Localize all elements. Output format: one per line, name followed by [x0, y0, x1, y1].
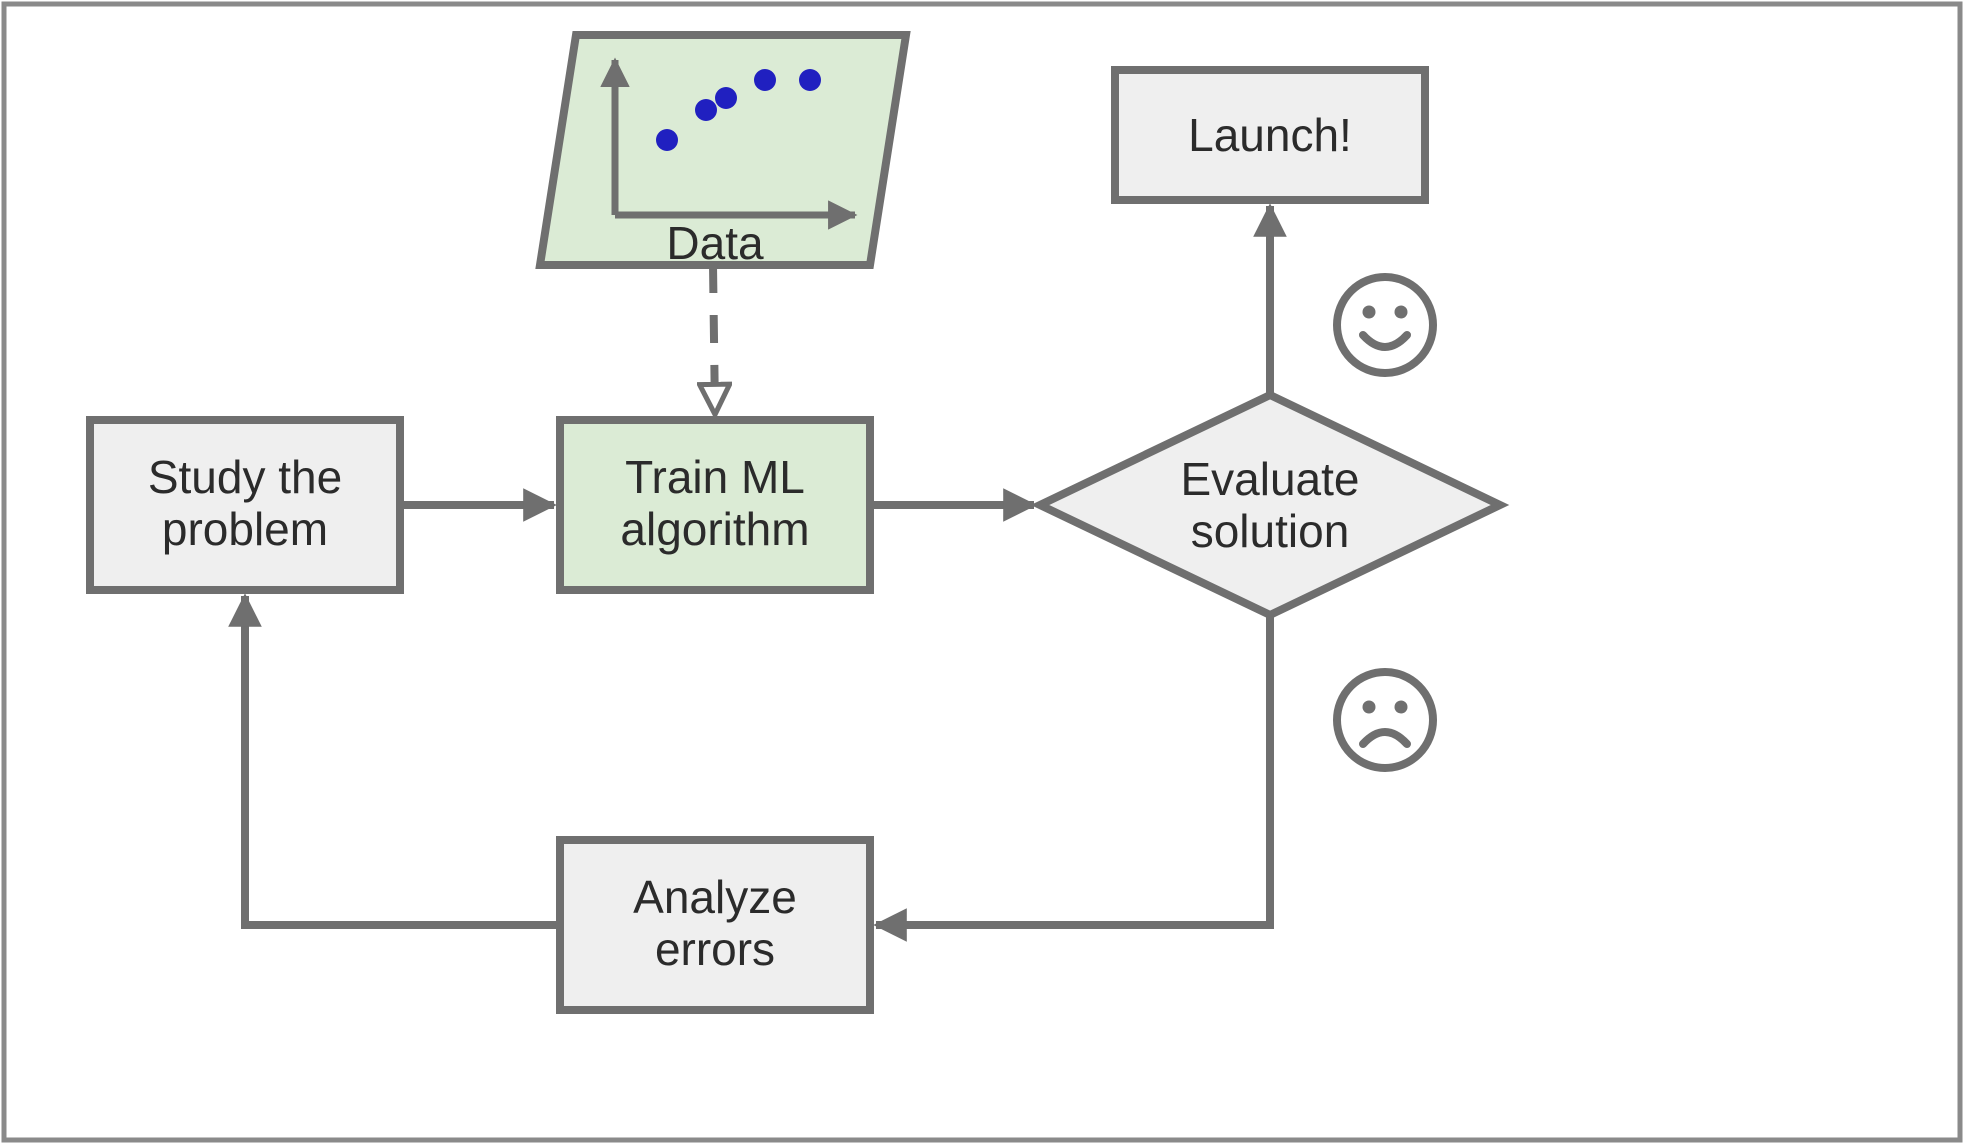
launch-label: Launch! — [1188, 109, 1352, 161]
evaluate-label-2: solution — [1191, 505, 1350, 557]
edge-data-to-train — [713, 265, 715, 412]
data-node: Data — [540, 35, 906, 269]
train-node: Train MLalgorithm — [560, 420, 870, 590]
evaluate-label-1: Evaluate — [1180, 453, 1359, 505]
data-point-4 — [799, 69, 821, 91]
launch-node: Launch! — [1115, 70, 1425, 200]
study-label-2: problem — [162, 503, 328, 555]
data-point-1 — [695, 99, 717, 121]
study-label-1: Study the — [148, 451, 342, 503]
train-label-1: Train ML — [625, 451, 805, 503]
train-label-2: algorithm — [620, 503, 809, 555]
analyze-label-2: errors — [655, 923, 775, 975]
data-label: Data — [666, 217, 764, 269]
data-point-0 — [656, 129, 678, 151]
data-point-2 — [715, 87, 737, 109]
analyze-label-1: Analyze — [633, 871, 797, 923]
study-node: Study theproblem — [90, 420, 400, 590]
sad-face-icon — [1337, 672, 1433, 768]
happy-face-icon — [1337, 277, 1433, 373]
analyze-node: Analyzeerrors — [560, 840, 870, 1010]
data-point-3 — [754, 69, 776, 91]
